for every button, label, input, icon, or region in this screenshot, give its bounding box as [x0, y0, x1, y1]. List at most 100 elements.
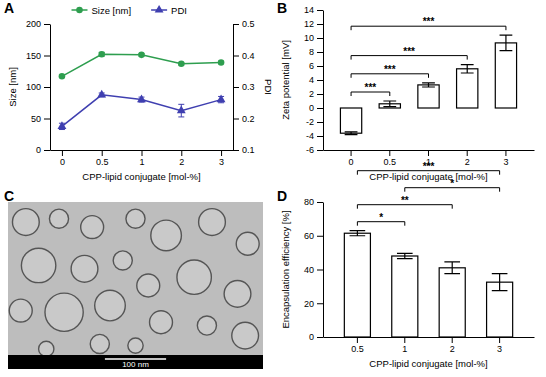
- tick-label: 0.4: [242, 51, 255, 61]
- tick: 1: [139, 150, 144, 167]
- significance-label: ***: [423, 161, 435, 172]
- axis-line: [323, 203, 324, 338]
- vesicle: [71, 255, 98, 282]
- tick-label: 50: [31, 114, 41, 124]
- tick-label: 0.5: [384, 157, 397, 167]
- vesicle: [232, 322, 259, 349]
- tick-label: 0.5: [351, 344, 364, 354]
- tick-mark: [317, 66, 323, 67]
- significance-label: *: [379, 212, 383, 223]
- plot-area: [58, 51, 226, 130]
- tick-mark: [233, 150, 239, 151]
- tick: 150: [26, 51, 50, 61]
- tick-mark: [317, 136, 323, 137]
- tick: 0.2: [233, 114, 255, 124]
- tick-label: 12: [304, 19, 314, 29]
- vesicle: [199, 209, 226, 236]
- tick-mark: [317, 202, 323, 203]
- vesicle: [113, 251, 132, 270]
- vesicle: [45, 293, 83, 331]
- tick-label: 0.1: [242, 145, 255, 155]
- legend-label: PDI: [171, 5, 187, 16]
- tick: 0.1: [233, 145, 255, 155]
- tick: 6: [309, 61, 323, 71]
- chart: 0.5123020406080CPP-lipid conjugate [mol-…: [280, 161, 535, 369]
- vesicle: [95, 290, 126, 321]
- figure: 00.51230501001502000.10.20.30.40.5PDICPP…: [0, 0, 546, 377]
- tick-label: -6: [306, 145, 314, 155]
- y-axis-title: Encapsulation efficiency [%]: [280, 210, 291, 328]
- tick-mark: [317, 150, 323, 151]
- bar: [418, 85, 439, 108]
- tick: 80: [304, 197, 323, 207]
- panel-label: C: [4, 188, 14, 204]
- tick: -4: [306, 131, 323, 141]
- tick-mark: [452, 337, 453, 343]
- bar: [457, 69, 478, 108]
- vesicle: [49, 209, 68, 228]
- tick-mark: [44, 24, 50, 25]
- error-bar: [492, 274, 508, 291]
- tick-label: 2: [309, 89, 314, 99]
- tick-mark: [44, 87, 50, 88]
- tick-mark: [317, 10, 323, 11]
- tick: 0: [60, 150, 65, 167]
- vesicle: [137, 274, 160, 297]
- tick: 0.5: [384, 150, 397, 167]
- y2-axis-title: PDI: [263, 79, 274, 95]
- tick-label: 1: [139, 157, 144, 167]
- tick-mark: [317, 24, 323, 25]
- panel-label: B: [277, 0, 287, 16]
- tick: 1: [402, 337, 407, 354]
- tick: 0: [349, 150, 354, 167]
- tick-label: 0: [60, 157, 65, 167]
- tick-mark: [317, 94, 323, 95]
- tick-label: 2: [465, 157, 470, 167]
- tick: 12: [304, 19, 323, 29]
- tick: 2: [179, 150, 184, 167]
- error-bar: [500, 35, 513, 50]
- tick-label: 4: [309, 75, 314, 85]
- marker: [138, 52, 145, 59]
- tick-mark: [505, 150, 506, 156]
- tick: 100: [26, 82, 50, 92]
- tick-label: 1: [402, 344, 407, 354]
- significance-label: ***: [403, 46, 415, 57]
- axis-line: [324, 337, 535, 338]
- marker: [178, 60, 185, 67]
- tick: 0.5: [351, 337, 364, 354]
- tick-mark: [389, 150, 390, 156]
- tick: 0.5: [233, 19, 255, 29]
- tick: 20: [304, 299, 323, 309]
- tick-label: 10: [304, 33, 314, 43]
- scale-bar-strip: [8, 355, 263, 369]
- tick-mark: [317, 270, 323, 271]
- vesicle: [21, 248, 55, 282]
- marker: [97, 90, 106, 98]
- bar: [344, 233, 370, 337]
- tick-mark: [404, 337, 405, 343]
- axis-line: [323, 11, 324, 151]
- error-bar: [444, 262, 460, 274]
- tick-label: 2: [450, 344, 455, 354]
- tick-label: 3: [219, 157, 224, 167]
- tick: 0: [309, 332, 323, 342]
- tick-label: 6: [309, 61, 314, 71]
- tick-label: 14: [304, 5, 314, 15]
- plot-area: [340, 35, 516, 134]
- y-axis-title: Zeta potential [mV]: [280, 40, 291, 120]
- x-axis-title: CPP-lipid conjugate [mol-%]: [369, 171, 487, 182]
- tick-mark: [102, 150, 103, 156]
- tick: 0: [309, 103, 323, 113]
- tick: 60: [304, 231, 323, 241]
- tick: 8: [309, 47, 323, 57]
- error-bar: [461, 65, 474, 73]
- tick: 2: [465, 150, 470, 167]
- tick: 200: [26, 19, 50, 29]
- tick-label: 8: [309, 47, 314, 57]
- tick-label: -4: [306, 131, 314, 141]
- vesicle: [39, 341, 54, 356]
- tick: -6: [306, 145, 323, 155]
- chart: 00.51230501001502000.10.20.30.40.5PDICPP…: [7, 5, 274, 183]
- legend-item: Size [nm]: [72, 5, 132, 16]
